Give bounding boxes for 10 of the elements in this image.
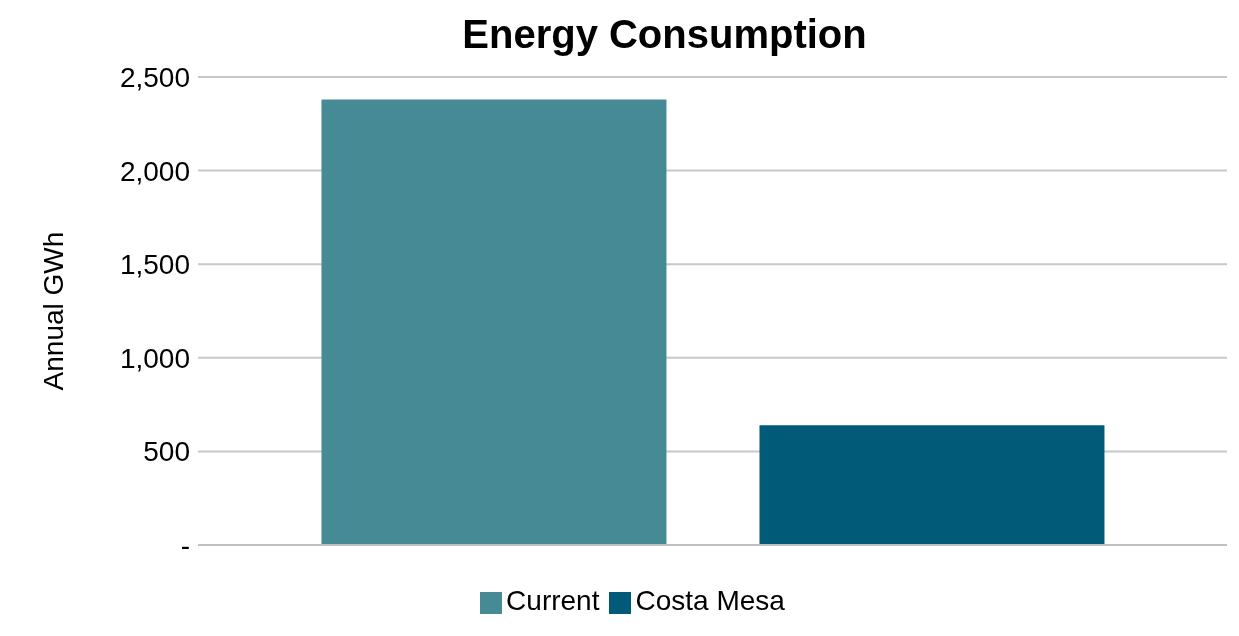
- y-axis-title: Annual GWh: [37, 231, 69, 391]
- y-tick-label: -: [180, 529, 190, 561]
- chart-title: Energy Consumption: [461, 12, 868, 57]
- legend-label: Costa Mesa: [635, 585, 785, 616]
- y-tick-label: 1,500: [119, 249, 190, 281]
- y-tick-label: 2,500: [119, 61, 190, 93]
- y-tick-label: 500: [143, 436, 190, 468]
- y-tick-label: 2,000: [119, 155, 190, 187]
- y-tick-label: 1,000: [119, 342, 190, 374]
- legend-label: Current: [506, 585, 600, 616]
